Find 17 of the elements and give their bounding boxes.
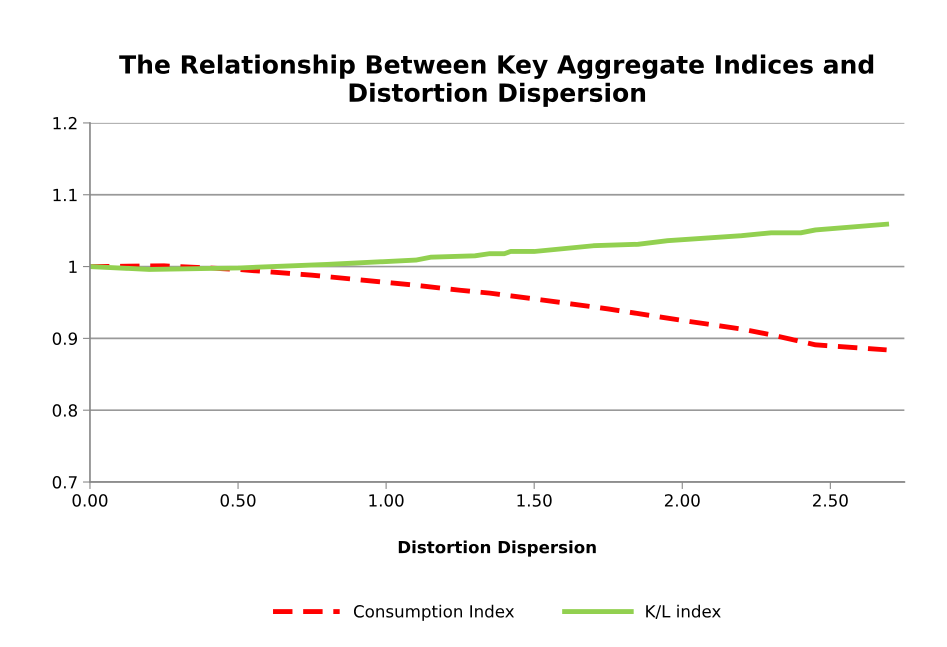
y-tick-label: 0.8 xyxy=(52,404,78,417)
x-tick-label: 0.00 xyxy=(72,494,108,507)
y-tick-label: 0.9 xyxy=(52,332,77,345)
y-tick-label: 1 xyxy=(69,260,77,273)
y-tick-label: 1.2 xyxy=(53,116,76,130)
x-tick-label: 1.00 xyxy=(369,494,404,507)
line-series xyxy=(90,222,890,272)
x-axis-title: Distortion Dispersion xyxy=(398,540,596,557)
x-tick-label: 2.00 xyxy=(664,494,700,507)
x-tick-label: 0.50 xyxy=(220,494,256,507)
x-tick-label: 2.50 xyxy=(813,494,848,507)
legend-label: Consumption Index xyxy=(354,604,514,621)
y-tick-label: 1.1 xyxy=(53,188,77,202)
legend-label: K/L index xyxy=(646,604,721,619)
chart-title: The Relationship Between Key Aggregate Indices and Distortion Dispersion xyxy=(119,54,874,107)
x-tick-label: 1.50 xyxy=(517,494,552,507)
y-tick-label: 0.7 xyxy=(52,476,77,489)
